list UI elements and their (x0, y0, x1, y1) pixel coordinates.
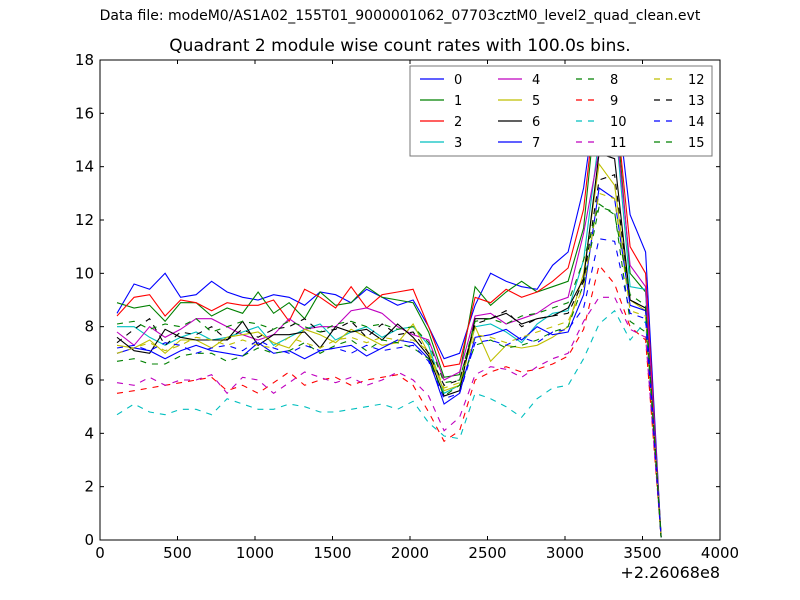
legend-label-10: 10 (610, 115, 627, 130)
legend-label-14: 14 (688, 115, 705, 130)
legend-label-1: 1 (454, 94, 462, 109)
legend-box (409, 65, 713, 157)
legend-label-9: 9 (610, 94, 618, 109)
series-line-15 (116, 203, 662, 538)
y-tick-label: 10 (75, 264, 94, 282)
series-line-12 (116, 192, 662, 538)
ticks-layer: 0 500 1000 1500 2000 2500 3000 3500 400002468101… (75, 51, 739, 562)
series-line-0 (116, 75, 662, 538)
x-tick-label: 2500 (468, 544, 506, 562)
legend-label-15: 15 (688, 136, 705, 151)
x-tick-label: 0 (95, 544, 105, 562)
y-tick-label: 4 (84, 424, 94, 442)
series-layer (116, 69, 662, 538)
legend-label-4: 4 (532, 73, 540, 88)
x-tick-label: 4000 (701, 544, 739, 562)
series-line-4 (116, 113, 662, 538)
x-tick-label: 3000 (546, 544, 584, 562)
y-tick-label: 16 (75, 104, 94, 122)
legend-label-8: 8 (610, 73, 618, 88)
legend-label-0: 0 (454, 73, 462, 88)
y-tick-label: 6 (84, 371, 94, 389)
series-line-11 (116, 296, 662, 538)
series-line-10 (116, 309, 662, 538)
x-tick-label: 3500 (623, 544, 661, 562)
data-file-suptitle: Data file: modeM0/AS1A02_155T01_90000010… (99, 8, 701, 24)
chart-title: Quadrant 2 module wise count rates with … (169, 36, 631, 56)
series-line-6 (116, 152, 662, 538)
legend-label-7: 7 (532, 136, 540, 151)
y-tick-label: 12 (75, 211, 94, 229)
x-tick-label: 500 (163, 544, 192, 562)
legend-label-3: 3 (454, 136, 462, 151)
legend-label-6: 6 (532, 115, 540, 130)
y-tick-label: 8 (84, 318, 94, 336)
series-line-2 (116, 69, 662, 538)
x-tick-label: 1500 (313, 544, 351, 562)
y-tick-label: 0 (84, 531, 94, 549)
series-line-13 (116, 173, 662, 538)
y-tick-label: 18 (75, 51, 94, 69)
legend-label-2: 2 (454, 115, 462, 130)
series-line-8 (116, 205, 662, 538)
series-line-9 (116, 264, 662, 538)
series-line-5 (116, 162, 662, 538)
x-offset-label: +2.26068e8 (620, 563, 720, 582)
legend-label-5: 5 (532, 94, 540, 109)
y-tick-label: 14 (75, 158, 94, 176)
legend-label-12: 12 (688, 73, 705, 88)
series-line-14 (116, 238, 662, 538)
x-tick-label: 1000 (236, 544, 274, 562)
x-tick-label: 2000 (391, 544, 429, 562)
legend-label-11: 11 (610, 136, 627, 151)
legend-label-13: 13 (688, 94, 705, 109)
y-tick-label: 2 (84, 478, 94, 496)
series-line-1 (116, 71, 662, 535)
